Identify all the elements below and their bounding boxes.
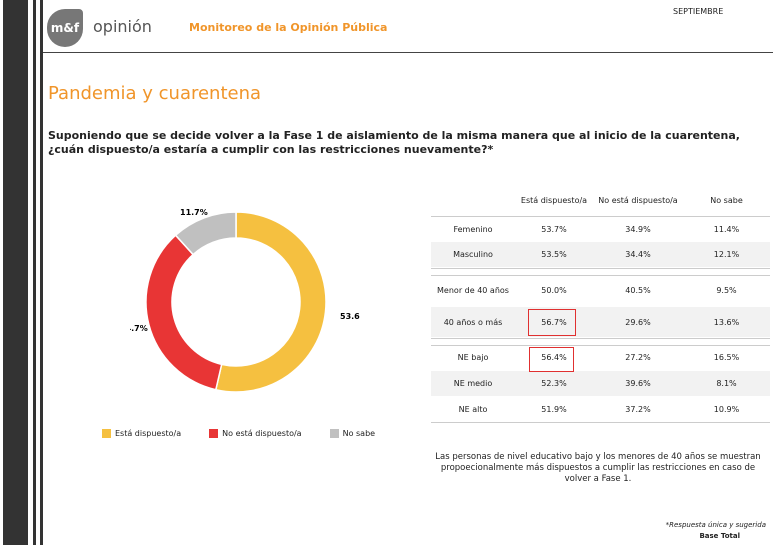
data-label: 11.7% xyxy=(180,208,208,217)
decorative-bar xyxy=(33,0,36,545)
legend-swatch xyxy=(209,429,219,438)
donut-slice xyxy=(174,211,237,256)
logo: m&f xyxy=(47,9,83,47)
legend-label: No sabe xyxy=(342,429,376,438)
table-row: NE medio 52.3% 39.6% 8.1% xyxy=(431,371,770,396)
table-row: NE bajo 56.4% 27.2% 16.5% xyxy=(431,345,770,370)
header-subtitle: Monitoreo de la Opinión Pública xyxy=(189,21,388,34)
donut-slice xyxy=(214,211,327,393)
header-cell: No sabe xyxy=(710,195,743,205)
legend-item: Está dispuesto/a xyxy=(102,429,181,438)
table-cell: 34.9% xyxy=(625,225,651,234)
chart-legend: Está dispuesto/a No está dispuesto/a No … xyxy=(102,429,375,438)
header-divider xyxy=(43,52,773,53)
row-label: Menor de 40 años xyxy=(437,286,509,295)
logo-text: m&f xyxy=(50,21,80,35)
table-cell: 10.9% xyxy=(713,404,740,414)
results-table: Está dispuesto/a No está dispuesto/a No … xyxy=(431,190,770,430)
legend-swatch xyxy=(329,429,339,438)
brand-name: opinión xyxy=(93,17,152,36)
donut-slice xyxy=(145,234,223,391)
table-cell: 56.4% xyxy=(541,353,567,362)
decorative-bar xyxy=(3,0,28,545)
footnote-response: *Respuesta única y sugerida xyxy=(665,521,766,529)
table-cell: 40.5% xyxy=(625,286,651,295)
table-cell: 11.4% xyxy=(713,225,740,234)
table-row: Masculino 53.5% 34.4% 12.1% xyxy=(431,242,770,267)
table-row: Femenino 53.7% 34.9% 11.4% xyxy=(431,217,770,242)
table-cell: 39.6% xyxy=(625,379,651,388)
table-cell: 52.3% xyxy=(541,379,567,388)
row-label: 40 años o más xyxy=(443,317,503,327)
footnote-base: Base Total xyxy=(699,532,740,540)
data-label: 34.7% xyxy=(130,324,148,333)
table-cell: 16.5% xyxy=(713,353,740,362)
page-title: Pandemia y cuarentena xyxy=(48,83,262,104)
survey-question: Suponiendo que se decide volver a la Fas… xyxy=(48,129,740,156)
legend-swatch xyxy=(102,429,111,438)
row-label: NE medio xyxy=(453,379,493,388)
table-cell: 50.0% xyxy=(541,286,567,295)
table-row: 40 años o más 56.7% 29.6% 13.6% xyxy=(431,307,770,337)
table-cell: 51.9% xyxy=(541,404,567,414)
table-cell: 27.2% xyxy=(625,353,651,362)
data-label: 53.6% xyxy=(340,312,360,321)
row-label: Femenino xyxy=(453,225,493,234)
highlight-box xyxy=(529,347,574,372)
table-cell: 8.1% xyxy=(716,379,737,388)
table-cell: 53.5% xyxy=(541,250,567,259)
table-cell: 12.1% xyxy=(713,250,740,259)
table-row: NE alto 51.9% 37.2% 10.9% xyxy=(431,397,770,421)
highlight-box xyxy=(528,309,576,336)
legend-label: No está dispuesto/a xyxy=(222,429,302,438)
table-header: Está dispuesto/a No está dispuesto/a No … xyxy=(431,193,770,207)
table-row: Menor de 40 años 50.0% 40.5% 9.5% xyxy=(431,275,770,306)
table-cell: 29.6% xyxy=(625,317,651,327)
table-cell: 13.6% xyxy=(713,317,740,327)
table-cell: 9.5% xyxy=(716,286,737,295)
conclusion-note: Las personas de nivel educativo bajo y l… xyxy=(435,452,761,484)
table-cell: 34.4% xyxy=(625,250,651,259)
legend-item: No está dispuesto/a xyxy=(209,429,302,438)
header-cell: No está dispuesto/a xyxy=(598,195,678,205)
legend-item: No sabe xyxy=(329,429,376,438)
donut-chart: 53.6% 34.7% 11.7% xyxy=(130,208,360,393)
decorative-bar xyxy=(40,0,43,545)
table-cell: 37.2% xyxy=(625,404,651,414)
table-cell: 56.7% xyxy=(541,317,567,327)
month-label: SEPTIEMBRE xyxy=(673,7,724,16)
table-cell: 53.7% xyxy=(541,225,567,234)
header-cell: Está dispuesto/a xyxy=(520,195,588,205)
row-label: Masculino xyxy=(453,250,493,259)
legend-label: Está dispuesto/a xyxy=(115,429,182,438)
row-label: NE alto xyxy=(458,404,488,414)
row-label: NE bajo xyxy=(457,353,489,362)
